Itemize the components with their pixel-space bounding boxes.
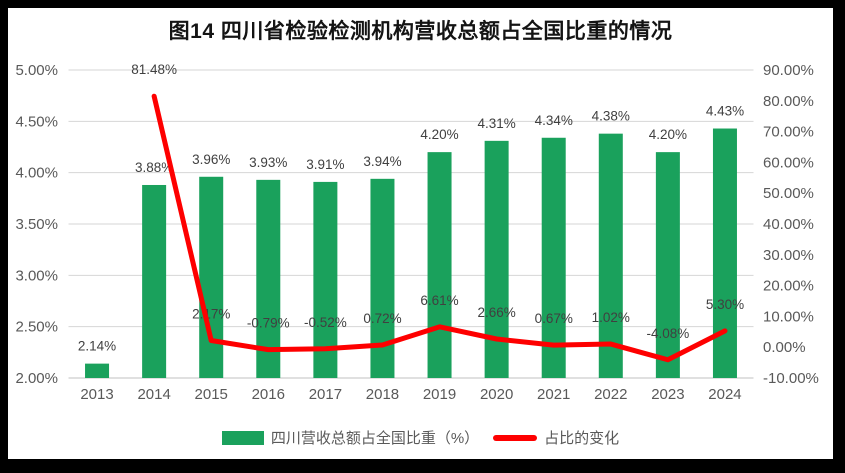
x-axis-label: 2021 <box>537 386 570 403</box>
x-axis-label: 2016 <box>252 386 285 403</box>
left-axis-tick-label: 3.50% <box>15 216 58 233</box>
line-value-label: 2.17% <box>192 307 230 322</box>
x-axis-label: 2022 <box>594 386 627 403</box>
right-axis-tick-label: 60.00% <box>763 154 814 171</box>
right-axis-tick-label: -10.00% <box>763 370 819 387</box>
x-axis-label: 2013 <box>80 386 113 403</box>
bar <box>370 178 395 378</box>
bar-value-label: 3.94% <box>363 154 401 169</box>
bar <box>712 128 737 378</box>
bar-value-label: 3.96% <box>192 152 230 167</box>
line-value-label: 5.30% <box>706 297 744 312</box>
x-axis-label: 2018 <box>366 386 399 403</box>
x-axis-label: 2019 <box>423 386 456 403</box>
right-axis-tick-label: 70.00% <box>763 124 814 141</box>
line-value-label: 2.66% <box>477 305 515 320</box>
right-axis-tick-label: 80.00% <box>763 93 814 110</box>
line-value-label: -0.52% <box>304 315 347 330</box>
x-axis-label: 2020 <box>480 386 513 403</box>
bar-value-label: 4.20% <box>649 127 687 142</box>
bar <box>598 133 623 378</box>
line-value-label: 0.72% <box>363 311 401 326</box>
line-series-swatch-icon <box>493 434 538 441</box>
line-value-label: 0.67% <box>535 311 573 326</box>
right-axis-tick-label: 20.00% <box>763 278 814 295</box>
left-axis-tick-label: 4.00% <box>15 165 58 182</box>
legend-item-bar-series: 四川营收总额占全国比重（%） <box>221 427 480 448</box>
x-axis-label: 2024 <box>708 386 741 403</box>
bar-value-label: 3.91% <box>306 157 344 172</box>
bar <box>85 363 110 378</box>
right-axis-tick-label: 30.00% <box>763 247 814 264</box>
x-axis-label: 2017 <box>309 386 342 403</box>
line-value-label: -4.08% <box>646 326 689 341</box>
left-axis-tick-label: 3.00% <box>15 267 58 284</box>
line-series-legend-label: 占比的变化 <box>544 430 620 447</box>
bar-value-label: 3.93% <box>249 155 287 170</box>
line-value-label: 6.61% <box>420 293 458 308</box>
bar-value-label: 4.31% <box>477 116 515 131</box>
bar <box>313 181 338 378</box>
bar <box>142 184 167 378</box>
bar-value-label: 4.43% <box>706 104 744 119</box>
x-axis-label: 2015 <box>195 386 228 403</box>
line-value-label: 81.48% <box>131 62 177 77</box>
bar <box>256 179 281 378</box>
left-axis-tick-label: 2.50% <box>15 319 58 336</box>
chart-legend: 四川营收总额占全国比重（%） 占比的变化 <box>8 427 833 448</box>
bar <box>199 176 224 378</box>
bar <box>655 152 680 378</box>
left-axis-tick-label: 5.00% <box>15 62 58 79</box>
left-axis-tick-label: 2.00% <box>15 370 58 387</box>
bar-value-label: 2.14% <box>78 339 116 354</box>
right-axis-tick-label: 0.00% <box>763 339 806 356</box>
right-axis-tick-label: 40.00% <box>763 216 814 233</box>
right-axis-tick-label: 50.00% <box>763 185 814 202</box>
bar-value-label: 4.38% <box>592 109 630 124</box>
chart-title: 图14 四川省检验检测机构营收总额占全国比重的情况 <box>168 20 673 43</box>
bar <box>427 152 452 378</box>
bar-value-label: 4.20% <box>420 127 458 142</box>
right-axis-tick-label: 90.00% <box>763 62 814 79</box>
bar-series-legend-label: 四川营收总额占全国比重（%） <box>270 430 480 447</box>
bar <box>484 140 509 378</box>
bar <box>541 137 566 378</box>
x-axis-label: 2014 <box>137 386 170 403</box>
trend-line <box>151 93 728 363</box>
legend-item-line-series: 占比的变化 <box>493 427 619 448</box>
x-axis-label: 2023 <box>651 386 684 403</box>
right-axis-tick-label: 10.00% <box>763 308 814 325</box>
left-axis-tick-label: 4.50% <box>15 113 58 130</box>
line-value-label: 1.02% <box>592 310 630 325</box>
bar-value-label: 4.34% <box>535 113 573 128</box>
line-value-label: -0.79% <box>247 316 290 331</box>
bar-series-swatch-icon <box>221 430 264 445</box>
bar-value-label: 3.88% <box>135 160 173 175</box>
